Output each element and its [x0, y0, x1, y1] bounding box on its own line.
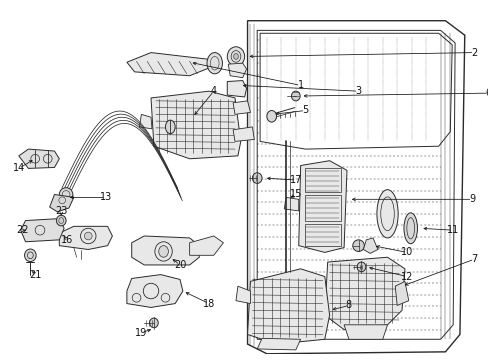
Text: 20: 20	[173, 260, 186, 270]
Ellipse shape	[227, 47, 244, 66]
Polygon shape	[247, 269, 329, 344]
Text: 5: 5	[302, 105, 308, 116]
Polygon shape	[344, 325, 387, 339]
Polygon shape	[233, 127, 254, 141]
Ellipse shape	[56, 215, 66, 226]
Text: 9: 9	[468, 194, 474, 204]
Ellipse shape	[24, 249, 36, 262]
Polygon shape	[257, 338, 300, 350]
Text: 4: 4	[210, 86, 216, 96]
Text: 13: 13	[100, 192, 112, 202]
Ellipse shape	[291, 91, 300, 101]
Polygon shape	[236, 286, 250, 303]
Ellipse shape	[252, 173, 262, 183]
Ellipse shape	[233, 54, 238, 59]
Ellipse shape	[266, 111, 276, 122]
Ellipse shape	[403, 213, 417, 244]
Text: 15: 15	[289, 189, 302, 199]
Polygon shape	[260, 33, 451, 149]
Ellipse shape	[376, 190, 397, 238]
Text: 17: 17	[289, 175, 302, 185]
Text: 2: 2	[470, 48, 477, 58]
Polygon shape	[284, 197, 298, 211]
Polygon shape	[19, 149, 59, 168]
Ellipse shape	[149, 318, 158, 328]
Polygon shape	[151, 91, 240, 159]
Text: 22: 22	[16, 225, 29, 235]
Text: 18: 18	[203, 298, 215, 309]
Polygon shape	[363, 238, 377, 253]
Text: 19: 19	[135, 328, 147, 338]
Ellipse shape	[206, 53, 222, 74]
Text: 6: 6	[485, 88, 488, 98]
Text: 16: 16	[61, 235, 73, 245]
Polygon shape	[233, 101, 250, 114]
Polygon shape	[59, 226, 112, 249]
Text: 1: 1	[297, 80, 303, 90]
Polygon shape	[139, 114, 152, 129]
Ellipse shape	[84, 232, 92, 240]
Polygon shape	[298, 161, 346, 252]
Ellipse shape	[59, 188, 73, 201]
Text: 3: 3	[355, 86, 361, 96]
Polygon shape	[227, 81, 246, 97]
Text: 7: 7	[470, 254, 477, 264]
Polygon shape	[126, 53, 213, 76]
Text: 11: 11	[446, 225, 458, 235]
Text: 12: 12	[400, 271, 412, 282]
Polygon shape	[126, 275, 183, 307]
Ellipse shape	[159, 246, 168, 257]
Ellipse shape	[352, 240, 364, 251]
Polygon shape	[131, 236, 199, 265]
Polygon shape	[394, 282, 408, 306]
Text: 21: 21	[29, 270, 41, 280]
Text: 10: 10	[400, 247, 412, 257]
Polygon shape	[228, 63, 246, 78]
Text: 14: 14	[13, 163, 25, 174]
Text: 8: 8	[345, 301, 351, 310]
Polygon shape	[189, 236, 223, 255]
Ellipse shape	[165, 120, 175, 134]
Polygon shape	[324, 257, 404, 330]
Ellipse shape	[356, 262, 365, 272]
Text: 23: 23	[55, 206, 67, 216]
Polygon shape	[20, 219, 64, 242]
Polygon shape	[50, 194, 74, 212]
